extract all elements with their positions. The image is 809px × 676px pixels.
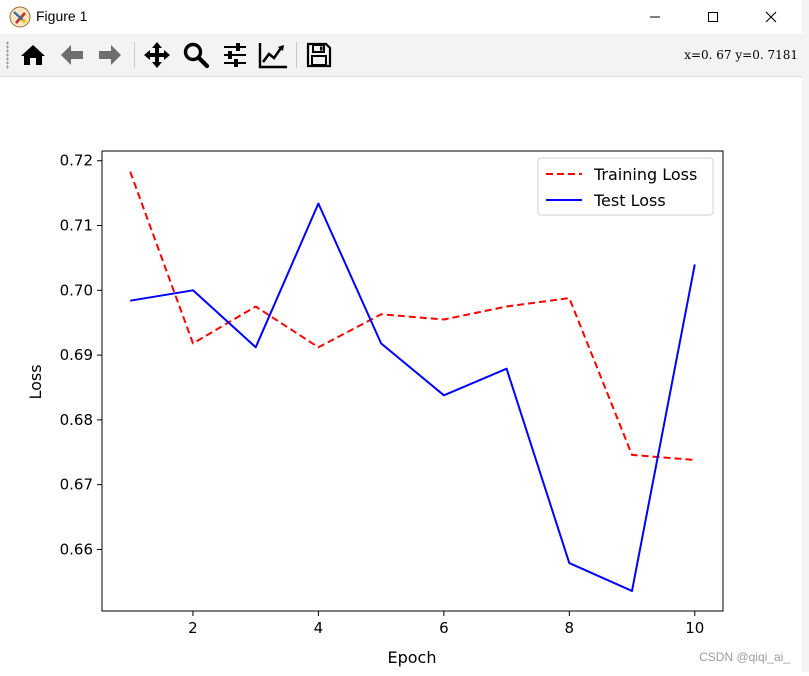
background-strip	[802, 0, 809, 672]
figure-canvas[interactable]: 0.66 0.67 0.68 0.69 0.70 0.71 0.72 2 4 6 8 10 Epoc…	[0, 77, 802, 672]
coordinate-readout: x=0. 67 y=0. 7181	[684, 48, 798, 62]
maximize-button[interactable]	[684, 0, 742, 34]
watermark: CSDN @qiqi_ai_	[699, 650, 790, 664]
series-line-test-loss	[130, 202, 696, 592]
edit-axis-icon	[258, 43, 287, 69]
configure-subplots-button[interactable]	[219, 39, 251, 71]
save-button[interactable]	[303, 39, 335, 71]
zoom-button[interactable]	[180, 39, 212, 71]
forward-button[interactable]	[94, 39, 126, 71]
window-title: Figure 1	[36, 8, 88, 24]
y-tick-label: 0.72	[60, 152, 93, 170]
forward-icon	[99, 45, 121, 65]
edit-axis-button[interactable]	[257, 39, 289, 71]
legend: Training Loss Test Loss	[537, 157, 714, 216]
x-tick-label: 10	[685, 619, 704, 637]
y-tick-label: 0.68	[60, 411, 93, 429]
maximize-icon	[708, 12, 718, 22]
minimize-button[interactable]	[626, 0, 684, 34]
toolbar-separator	[134, 42, 135, 68]
x-tick-label: 2	[188, 619, 198, 637]
minimize-icon	[650, 16, 660, 18]
pan-button[interactable]	[141, 39, 173, 71]
series-line-training-loss	[129, 171, 695, 461]
close-icon	[765, 11, 777, 23]
y-tick-label: 0.71	[60, 217, 93, 235]
line-chart: 0.66 0.67 0.68 0.69 0.70 0.71 0.72 2 4 6 8 10 Epoc…	[26, 150, 724, 667]
y-axis-ticks: 0.66 0.67 0.68 0.69 0.70 0.71 0.72	[60, 152, 102, 558]
x-tick-label: 4	[314, 619, 324, 637]
home-icon	[21, 45, 45, 65]
y-tick-label: 0.66	[60, 540, 93, 558]
toolbar-grip[interactable]	[6, 41, 9, 69]
y-axis-label: Loss	[26, 364, 45, 399]
y-tick-label: 0.67	[60, 476, 93, 494]
legend-label-test: Test Loss	[593, 191, 666, 210]
x-axis-label: Epoch	[388, 648, 437, 667]
y-tick-label: 0.70	[60, 281, 93, 299]
configure-subplots-icon	[224, 43, 246, 67]
close-button[interactable]	[742, 0, 800, 34]
axes-frame	[101, 150, 724, 612]
app-icon	[9, 6, 31, 28]
zoom-icon	[183, 42, 210, 69]
toolbar-separator	[296, 42, 297, 68]
series-lines	[129, 171, 696, 592]
y-tick-label: 0.69	[60, 346, 93, 364]
x-axis-ticks: 2 4 6 8 10	[188, 611, 704, 637]
title-bar[interactable]: Figure 1	[0, 0, 802, 34]
back-button[interactable]	[56, 39, 88, 71]
save-icon	[306, 42, 332, 68]
home-button[interactable]	[17, 39, 49, 71]
legend-label-training: Training Loss	[593, 165, 697, 184]
back-icon	[61, 45, 83, 65]
pan-icon	[144, 42, 170, 68]
x-tick-label: 8	[565, 619, 575, 637]
navigation-toolbar: x=0. 67 y=0. 7181	[0, 34, 802, 77]
x-tick-label: 6	[439, 619, 449, 637]
